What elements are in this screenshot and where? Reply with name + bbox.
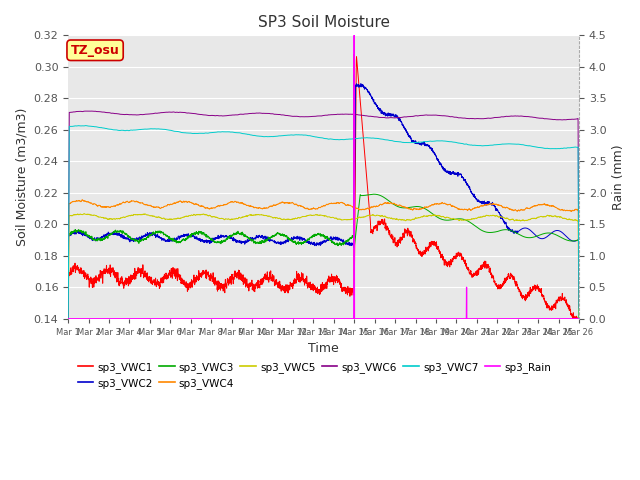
- sp3_VWC5: [484, 213, 492, 218]
- sp3_VWC5: [81, 211, 88, 216]
- sp3_VWC5: [260, 212, 268, 218]
- sp3_VWC7: [575, 321, 583, 326]
- sp3_VWC3: [445, 217, 453, 223]
- sp3_VWC4: [64, 357, 72, 363]
- X-axis label: Time: Time: [308, 342, 339, 355]
- sp3_VWC4: [575, 360, 583, 366]
- sp3_VWC6: [484, 115, 492, 121]
- sp3_VWC5: [371, 213, 378, 218]
- sp3_VWC3: [575, 316, 583, 322]
- sp3_VWC1: [397, 240, 404, 246]
- sp3_VWC4: [157, 205, 165, 211]
- Line: sp3_VWC6: sp3_VWC6: [68, 111, 579, 326]
- sp3_VWC4: [79, 197, 86, 203]
- sp3_VWC6: [88, 108, 95, 114]
- sp3_Rain: [575, 316, 583, 322]
- sp3_VWC5: [397, 217, 404, 223]
- sp3_VWC7: [81, 123, 89, 129]
- sp3_VWC5: [157, 215, 165, 221]
- sp3_VWC3: [371, 192, 378, 197]
- sp3_VWC7: [445, 139, 453, 144]
- sp3_Rain: [64, 316, 72, 322]
- sp3_VWC2: [64, 316, 72, 322]
- sp3_VWC2: [445, 169, 453, 175]
- sp3_VWC1: [371, 224, 378, 230]
- Y-axis label: Soil Moisture (m3/m3): Soil Moisture (m3/m3): [15, 108, 28, 246]
- sp3_VWC2: [575, 312, 583, 317]
- sp3_VWC5: [575, 366, 583, 372]
- sp3_Rain: [484, 316, 492, 322]
- Line: sp3_VWC5: sp3_VWC5: [68, 214, 579, 369]
- sp3_VWC4: [484, 202, 492, 208]
- sp3_VWC3: [484, 229, 492, 235]
- Line: sp3_VWC3: sp3_VWC3: [68, 194, 579, 319]
- sp3_VWC6: [397, 115, 404, 120]
- sp3_VWC6: [445, 114, 453, 120]
- sp3_VWC4: [371, 204, 378, 209]
- Line: sp3_VWC4: sp3_VWC4: [68, 200, 579, 363]
- sp3_VWC6: [157, 110, 165, 116]
- sp3_VWC2: [484, 200, 492, 206]
- sp3_VWC6: [260, 110, 268, 116]
- Legend: sp3_VWC1, sp3_VWC2, sp3_VWC3, sp3_VWC4, sp3_VWC5, sp3_VWC6, sp3_VWC7, sp3_Rain: sp3_VWC1, sp3_VWC2, sp3_VWC3, sp3_VWC4, …: [74, 358, 556, 393]
- sp3_Rain: [259, 316, 267, 322]
- sp3_VWC7: [371, 135, 378, 141]
- sp3_VWC1: [484, 262, 492, 268]
- sp3_Rain: [157, 316, 164, 322]
- Y-axis label: Rain (mm): Rain (mm): [612, 144, 625, 210]
- Line: sp3_VWC2: sp3_VWC2: [68, 75, 579, 319]
- sp3_VWC6: [575, 305, 583, 311]
- sp3_VWC7: [484, 143, 492, 148]
- sp3_VWC4: [260, 205, 268, 211]
- sp3_VWC2: [350, 72, 358, 78]
- sp3_VWC2: [157, 235, 164, 240]
- sp3_VWC2: [397, 117, 404, 122]
- sp3_VWC7: [157, 126, 165, 132]
- sp3_VWC2: [259, 236, 267, 241]
- Line: sp3_Rain: sp3_Rain: [68, 36, 579, 319]
- sp3_VWC7: [64, 330, 72, 336]
- sp3_VWC1: [259, 278, 267, 284]
- sp3_Rain: [445, 316, 453, 322]
- sp3_VWC3: [397, 204, 404, 210]
- sp3_VWC1: [445, 262, 453, 267]
- sp3_VWC7: [260, 134, 268, 140]
- sp3_Rain: [371, 316, 378, 322]
- sp3_VWC6: [371, 114, 378, 120]
- Text: TZ_osu: TZ_osu: [70, 44, 120, 57]
- sp3_VWC1: [350, 51, 358, 57]
- sp3_VWC3: [64, 316, 72, 322]
- Title: SP3 Soil Moisture: SP3 Soil Moisture: [257, 15, 390, 30]
- sp3_VWC1: [157, 276, 164, 282]
- sp3_VWC5: [64, 364, 72, 370]
- sp3_VWC5: [445, 215, 453, 221]
- sp3_Rain: [397, 316, 404, 322]
- Line: sp3_VWC1: sp3_VWC1: [68, 54, 579, 319]
- sp3_VWC4: [445, 202, 453, 207]
- sp3_Rain: [350, 33, 358, 38]
- sp3_VWC1: [64, 316, 72, 322]
- sp3_VWC3: [157, 230, 164, 236]
- sp3_VWC3: [259, 239, 267, 245]
- sp3_VWC2: [371, 100, 378, 106]
- sp3_VWC4: [397, 203, 404, 208]
- sp3_VWC3: [370, 192, 378, 197]
- Line: sp3_VWC7: sp3_VWC7: [68, 126, 579, 333]
- sp3_VWC6: [64, 323, 72, 329]
- sp3_VWC7: [397, 139, 404, 144]
- sp3_VWC1: [575, 316, 583, 322]
